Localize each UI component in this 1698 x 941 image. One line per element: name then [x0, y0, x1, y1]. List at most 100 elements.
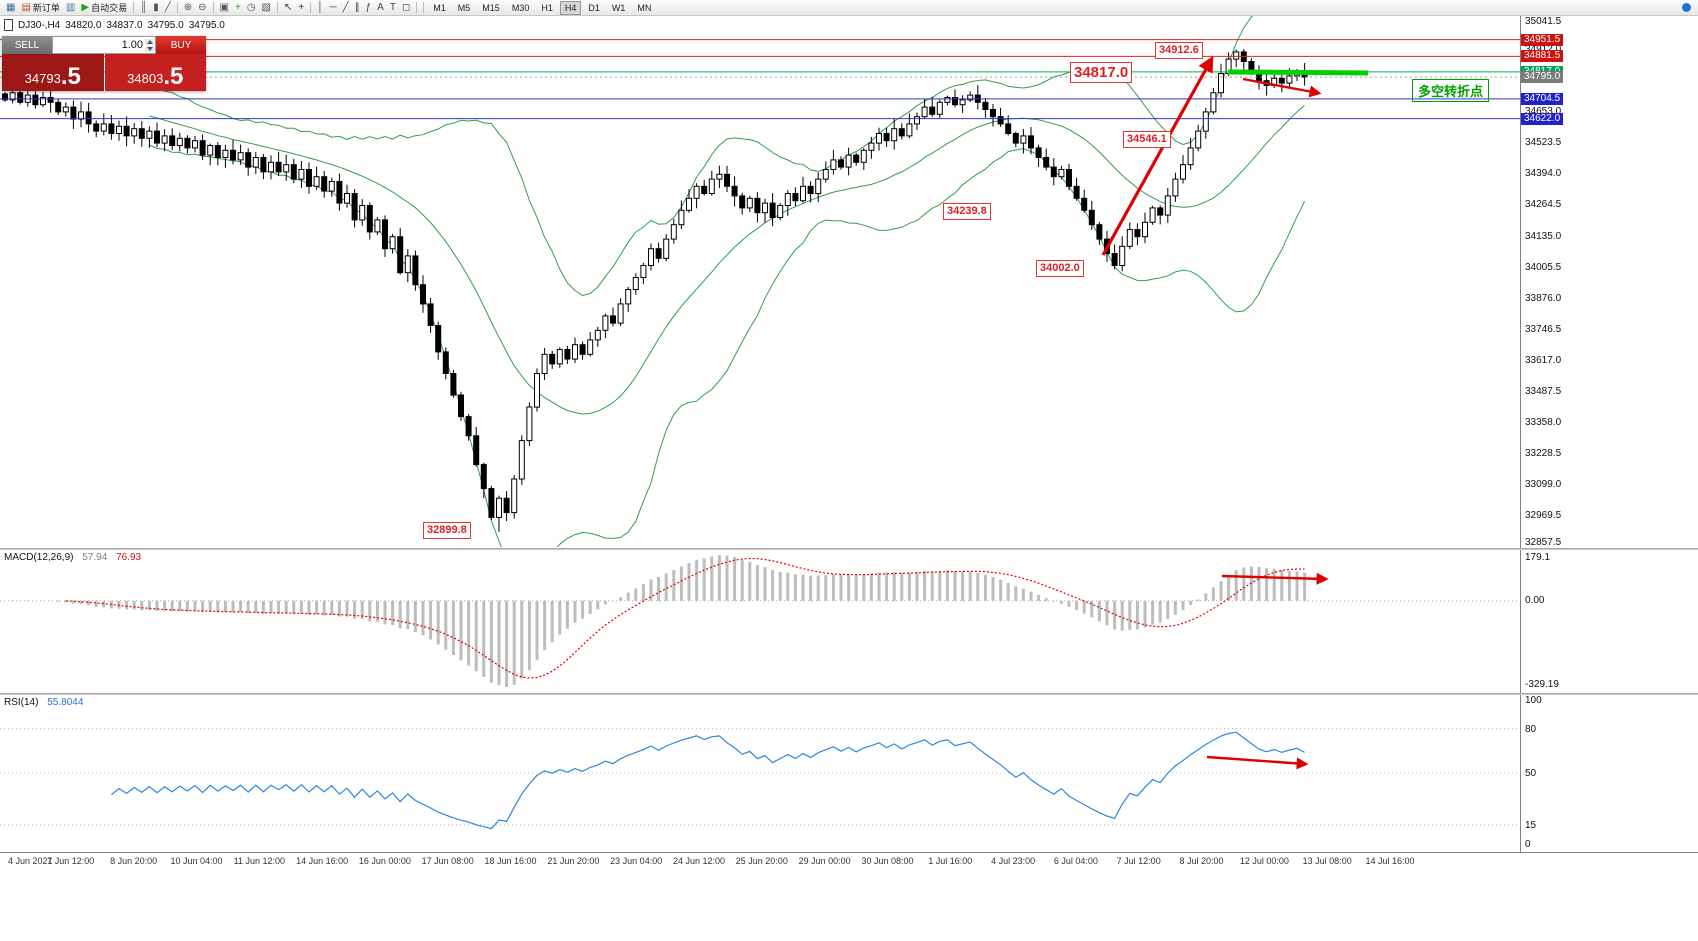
zoom-in-icon: ⊕ [183, 2, 193, 13]
panel-separator[interactable] [0, 548, 1698, 550]
sell-price-pips: .5 [60, 63, 81, 90]
templates-icon[interactable]: ▧ [259, 1, 274, 15]
timeframe-w1[interactable]: W1 [611, 2, 626, 13]
volume-input[interactable] [53, 39, 144, 51]
price-tick: 33876.0 [1525, 292, 1562, 304]
rsi-header: RSI(14) 55.8044 [4, 697, 83, 708]
toolbar-separator [133, 2, 135, 13]
rsi-line [111, 731, 1305, 830]
new-order-button[interactable]: ▤ 新订单 [18, 1, 62, 15]
toolbar-separator [277, 2, 278, 13]
label-icon[interactable]: T [387, 1, 399, 15]
volume-down-button[interactable] [145, 45, 154, 52]
price-callout-34912.6[interactable]: 34912.6 [1155, 42, 1203, 59]
trendline-icon[interactable]: ╱ [340, 1, 352, 15]
channel-icon[interactable]: ∥ [352, 1, 363, 15]
tile-windows-icon[interactable]: ▣ [217, 1, 232, 15]
macd-scale[interactable]: 179.1 0.00 -329.19 [1520, 550, 1698, 693]
horizontal-line-icon[interactable]: ─ [326, 1, 339, 15]
price-tag-34881.5: 34881.5 [1521, 50, 1564, 63]
zoom-out-icon[interactable]: ⊖ [195, 1, 209, 15]
macd-scale-zero: 0.00 [1525, 594, 1545, 606]
market-watch-icon[interactable]: ▥ [63, 1, 78, 15]
trend-arrow[interactable] [1101, 55, 1214, 256]
volume-up-button[interactable] [145, 38, 154, 45]
trend-arrow[interactable] [1221, 572, 1329, 585]
buy-price-display[interactable]: 34803.5 [104, 54, 206, 91]
indicators-icon[interactable]: + [232, 1, 244, 15]
timeframe-d1[interactable]: D1 [588, 2, 600, 13]
time-label: 11 Jun 12:00 [233, 856, 285, 866]
price-callout-34817.0[interactable]: 34817.0 [1070, 62, 1133, 83]
price-scale[interactable]: 35041.5 34912.0 34653.0 34523.5 34394.0 34264… [1520, 16, 1698, 548]
sell-price-display[interactable]: 34793.5 [2, 54, 104, 91]
toolbar: ▦ ▤ 新订单 ▥ ▶ 自动交易 ║ ▮ ╱ ⊕ ⊖ ▣ + ◷ ▧ ↖ + │ ─ ╱ ∥ ƒ A T ◻ M1 M5 M15 M30… [0, 0, 1698, 16]
timeframe-h4[interactable]: H4 [559, 0, 582, 15]
time-label: 24 Jun 12:00 [672, 856, 726, 866]
time-label: 7 Jun 12:00 [47, 856, 95, 866]
crosshair-icon[interactable]: + [295, 1, 307, 15]
shapes-icon[interactable]: ◻ [399, 1, 413, 15]
ohlc-close: 34795.0 [188, 19, 225, 31]
time-label: 12 Jul 00:00 [1239, 856, 1289, 866]
ohlc-open: 34820.0 [65, 19, 102, 31]
bold-green-trendline[interactable] [1227, 69, 1369, 76]
autotrading-button[interactable]: ▶ 自动交易 [78, 1, 130, 15]
macd-scale-min: -329.19 [1525, 679, 1559, 690]
price-tick: 34653.0 [1525, 106, 1561, 117]
buy-button[interactable]: BUY [156, 36, 206, 54]
toolbar-separator [176, 2, 178, 13]
time-label: 23 Jun 04:00 [610, 856, 663, 866]
shapes-icon: ◻ [401, 2, 411, 13]
rsi-scale-0: 0 [1525, 839, 1531, 850]
bollinger-bands [149, 16, 1306, 547]
line-chart-icon[interactable]: ╱ [162, 1, 174, 15]
price-callout-34239.8[interactable]: 34239.8 [943, 203, 991, 220]
price-tick: 33617.0 [1525, 354, 1562, 366]
timeframe-mn[interactable]: MN [637, 2, 652, 13]
rsi-panel-canvas[interactable] [0, 695, 1520, 851]
timeframe-m30[interactable]: M30 [511, 2, 530, 13]
bollinger-upper [149, 16, 1254, 297]
price-tick: 33358.0 [1525, 416, 1562, 428]
macd-panel-canvas[interactable] [0, 550, 1520, 692]
toolbar-separator [212, 2, 214, 13]
price-tag-34795.0: 34795.0 [1521, 71, 1564, 84]
price-tick: 32857.5 [1525, 537, 1562, 548]
trend-arrow[interactable] [1242, 77, 1322, 98]
rsi-scale[interactable]: 100 80 50 15 0 [1520, 695, 1698, 852]
toolbar-separator [416, 2, 418, 13]
timeframe-m5[interactable]: M5 [457, 2, 471, 13]
vertical-line-icon[interactable]: │ [314, 1, 326, 15]
autotrading-button: ▶ [81, 2, 90, 13]
panel-separator[interactable] [0, 693, 1698, 695]
cursor-icon: ↖ [284, 2, 293, 13]
periods-icon[interactable]: ◷ [244, 1, 259, 15]
annotation-note[interactable]: 多空转折点 [1412, 79, 1490, 102]
timeframe-m1[interactable]: M1 [433, 2, 446, 13]
timeframe-h1[interactable]: H1 [541, 2, 553, 13]
price-tick: 33746.5 [1525, 323, 1562, 335]
main-chart-canvas[interactable] [0, 16, 1520, 547]
time-label: 4 Jun 2021 [8, 856, 53, 866]
connection-status-icon [1682, 3, 1691, 12]
fibonacci-icon: ƒ [365, 2, 372, 13]
price-callout-32899.8[interactable]: 32899.8 [423, 522, 471, 539]
candles-chart-icon[interactable]: ▮ [150, 1, 162, 15]
macd-label: MACD(12,26,9) [4, 552, 74, 563]
volume-spinner [144, 38, 155, 52]
fibonacci-icon[interactable]: ƒ [363, 1, 375, 15]
charts-grid-icon[interactable]: ▦ [3, 1, 18, 15]
price-callout-34546.1[interactable]: 34546.1 [1123, 131, 1171, 148]
bars-chart-icon[interactable]: ║ [137, 1, 150, 15]
sell-button[interactable]: SELL [2, 36, 52, 54]
trend-arrow[interactable] [1206, 755, 1309, 770]
price-tick: 34523.5 [1525, 137, 1562, 149]
time-axis[interactable]: 4 Jun 2021 7 Jun 12:00 8 Jun 20:00 10 Jun 0… [0, 852, 1698, 870]
cursor-icon[interactable]: ↖ [281, 1, 295, 15]
timeframe-m15[interactable]: M15 [482, 2, 500, 13]
text-icon[interactable]: A [374, 1, 387, 15]
price-callout-34002.0[interactable]: 34002.0 [1036, 260, 1084, 277]
zoom-in-icon[interactable]: ⊕ [181, 1, 195, 15]
